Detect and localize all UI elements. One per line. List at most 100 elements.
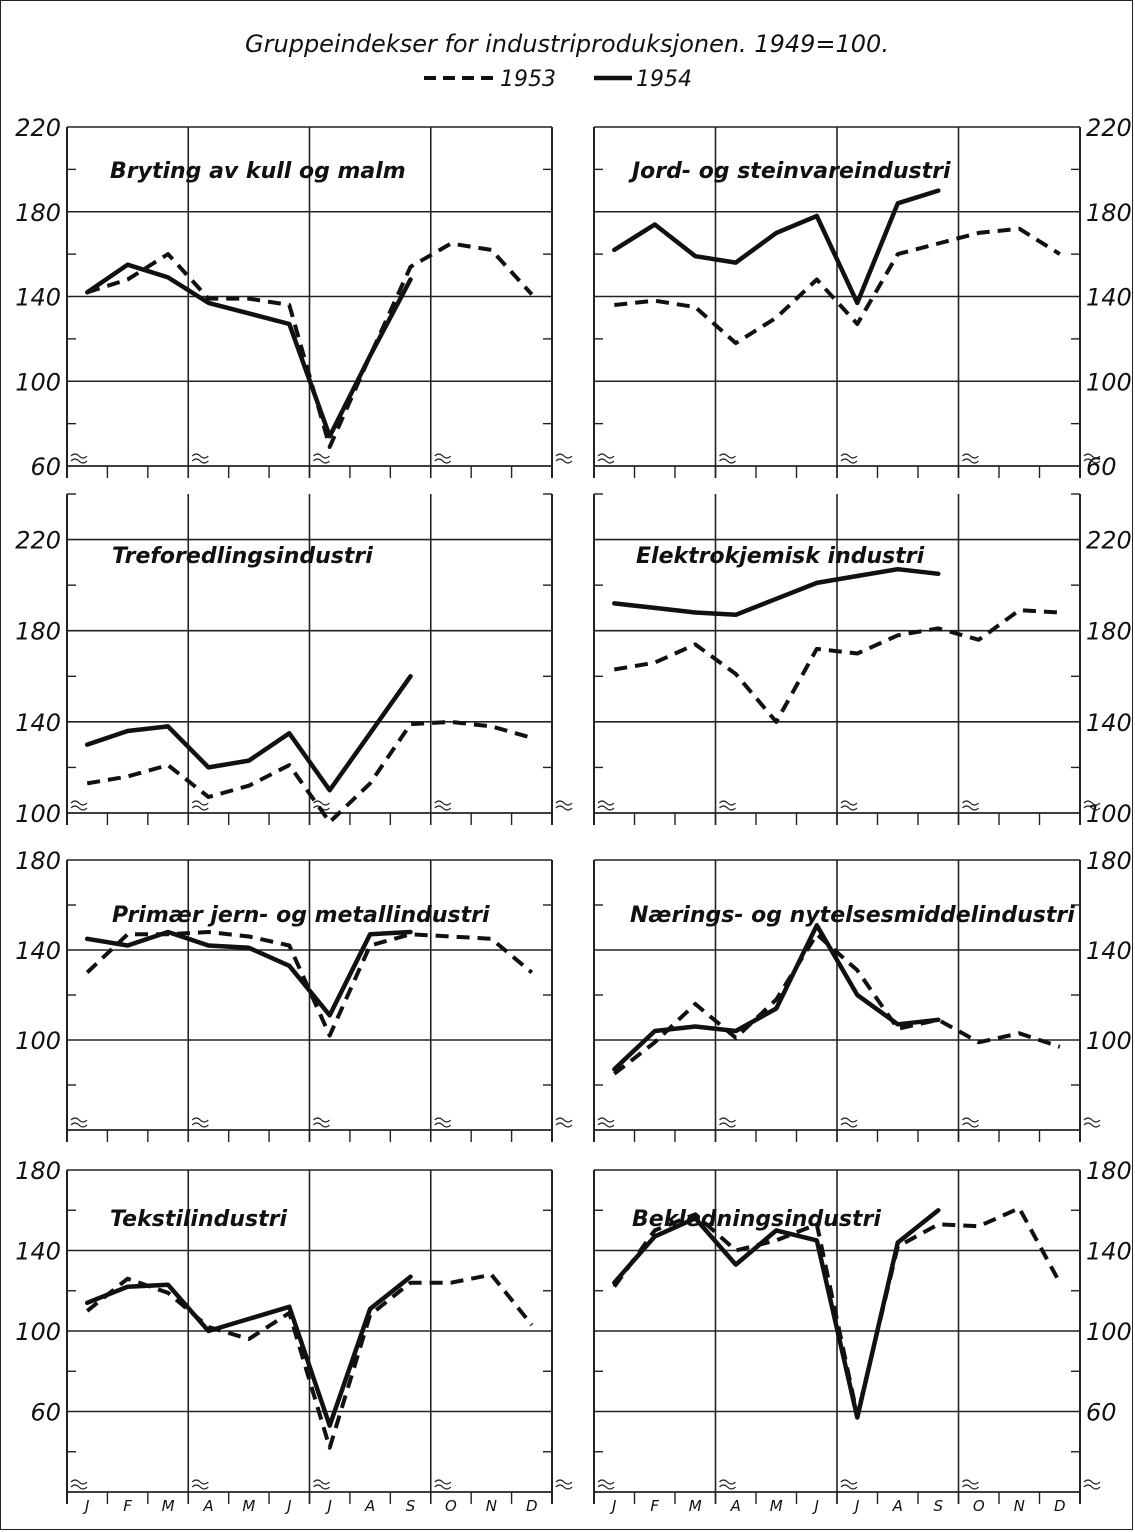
month-label: A xyxy=(892,1497,903,1515)
axis-break-icon xyxy=(597,453,615,464)
y-tick-label: 180 xyxy=(1086,199,1132,227)
axis-break-icon xyxy=(191,1479,209,1490)
panel-title: Treforedlingsindustri xyxy=(112,544,373,569)
y-tick-label: 220 xyxy=(1086,114,1132,142)
month-label: J xyxy=(609,1497,616,1515)
series-line-1953 xyxy=(614,226,1061,346)
month-label: N xyxy=(1014,1497,1025,1515)
month-label: J xyxy=(852,1497,859,1515)
y-tick-label: 180 xyxy=(1086,618,1132,646)
month-label: S xyxy=(406,1497,416,1515)
y-tick-label: 140 xyxy=(15,1238,61,1266)
panel-7: 180 140 100 60 Tekstilindustri J F M A M J J A S O N D xyxy=(15,1157,573,1515)
axis-break-icon xyxy=(434,1117,452,1128)
month-label: F xyxy=(123,1497,132,1515)
month-label: A xyxy=(730,1497,741,1515)
y-tick-label: 220 xyxy=(15,527,61,555)
y-tick-label: 140 xyxy=(1086,937,1132,965)
legend-label-1954: 1954 xyxy=(636,67,692,92)
y-tick-label: 180 xyxy=(15,199,61,227)
y-tick-label: 100 xyxy=(1086,1318,1132,1346)
y-tick-label: 100 xyxy=(15,800,61,828)
month-label: M xyxy=(770,1497,783,1515)
month-label: J xyxy=(812,1497,819,1515)
axis-break-icon xyxy=(840,800,858,811)
series-line-1954 xyxy=(84,674,413,793)
y-tick-label: 220 xyxy=(1086,527,1132,555)
axis-break-icon xyxy=(597,1117,615,1128)
series-line-1953 xyxy=(86,719,533,825)
axis-break-icon xyxy=(1083,453,1101,464)
axis-break-icon xyxy=(434,453,452,464)
y-tick-label: 140 xyxy=(1086,1238,1132,1266)
series-line-1954 xyxy=(84,929,413,1018)
series-line-1954 xyxy=(612,923,941,1072)
axis-break-icon xyxy=(1083,1117,1101,1128)
y-tick-label: 140 xyxy=(15,937,61,965)
month-label: M xyxy=(689,1497,702,1515)
series-line-1953 xyxy=(613,932,1061,1076)
axis-break-icon xyxy=(313,1479,330,1490)
axis-break-icon xyxy=(313,1117,330,1128)
panel-title: Primær jern- og metallindustri xyxy=(112,903,490,928)
axis-break-icon xyxy=(70,1117,88,1128)
y-tick-label: 180 xyxy=(15,618,61,646)
month-label: M xyxy=(242,1497,255,1515)
axis-break-icon xyxy=(1083,800,1101,811)
axis-break-icon xyxy=(840,1479,858,1490)
panel-title: Jord- og steinvareindustri xyxy=(628,159,951,184)
y-tick-label: 100 xyxy=(15,1027,61,1055)
month-label: J xyxy=(82,1497,89,1515)
axis-break-icon xyxy=(719,1479,736,1490)
series-line-1953 xyxy=(85,1272,534,1450)
legend-label-1953: 1953 xyxy=(500,67,556,92)
axis-break-icon xyxy=(70,453,88,464)
axis-break-icon xyxy=(70,1479,88,1490)
y-tick-label: 60 xyxy=(1086,1399,1117,1427)
axis-break-icon xyxy=(434,1479,452,1490)
month-label: D xyxy=(1054,1497,1066,1515)
axis-break-icon xyxy=(191,800,209,811)
axis-break-icon xyxy=(719,800,736,811)
series-line-1954 xyxy=(612,566,941,618)
series-line-1953 xyxy=(613,608,1060,724)
y-tick-label: 140 xyxy=(15,709,61,737)
axis-break-icon xyxy=(962,1479,979,1490)
series-line-1954 xyxy=(612,1208,941,1420)
month-label: A xyxy=(202,1497,213,1515)
month-label: O xyxy=(445,1497,457,1515)
axis-break-icon xyxy=(313,453,330,464)
axis-break-icon xyxy=(962,800,979,811)
month-label: D xyxy=(526,1497,538,1515)
series-line-1953 xyxy=(612,1206,1062,1418)
axis-break-icon xyxy=(555,1117,573,1128)
panel-2: 220 180 140 100 60 Jord- og steinvareindustri xyxy=(593,114,1132,481)
series-line-1954 xyxy=(84,1274,413,1428)
axis-break-icon xyxy=(434,800,452,811)
month-label: J xyxy=(324,1497,331,1515)
y-tick-label: 140 xyxy=(1086,709,1132,737)
month-label: N xyxy=(486,1497,497,1515)
axis-break-icon xyxy=(597,800,615,811)
axis-break-icon xyxy=(555,453,573,464)
axis-break-icon xyxy=(191,453,209,464)
month-label: M xyxy=(162,1497,175,1515)
axis-break-icon xyxy=(719,1117,736,1128)
y-tick-label: 60 xyxy=(30,453,61,481)
panel-6: 180 140 100 Nærings- og nytelsesmiddelindus… xyxy=(593,847,1132,1142)
axis-break-icon xyxy=(719,453,736,464)
y-tick-label: 180 xyxy=(1086,1157,1132,1185)
series-line-1954 xyxy=(84,262,413,439)
legend: 1953 1954 xyxy=(424,67,692,92)
y-tick-label: 100 xyxy=(1086,368,1132,396)
axis-break-icon xyxy=(1083,1479,1101,1490)
axis-break-icon xyxy=(555,1479,573,1490)
y-tick-label: 180 xyxy=(15,847,61,875)
axis-break-icon xyxy=(191,1117,209,1128)
month-label: J xyxy=(284,1497,291,1515)
axis-break-icon xyxy=(597,1479,615,1490)
